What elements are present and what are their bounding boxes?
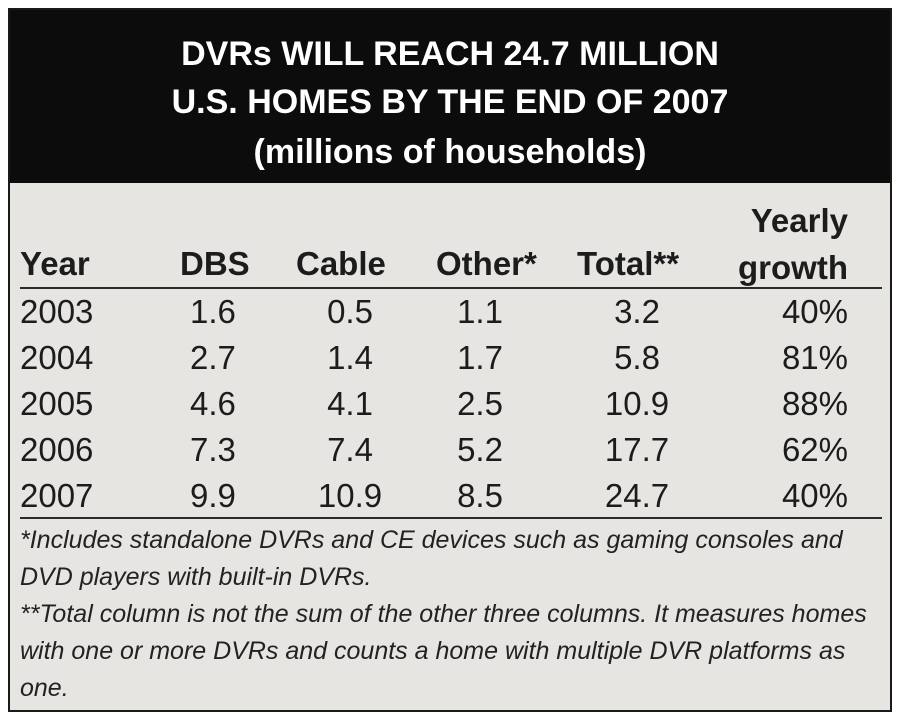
cell-total: 3.2 bbox=[614, 293, 660, 330]
cell-other: 5.2 bbox=[457, 431, 503, 468]
table-row: 2005 4.6 4.1 2.5 10.9 88% bbox=[10, 381, 890, 427]
cell-cable: 1.4 bbox=[327, 339, 373, 376]
cell-dbs: 7.3 bbox=[190, 431, 236, 468]
title-line-1: DVRs WILL REACH 24.7 MILLION bbox=[181, 35, 719, 73]
cell-growth: 62% bbox=[781, 431, 848, 468]
header-dbs: DBS bbox=[180, 245, 250, 282]
footer-divider bbox=[20, 517, 882, 519]
cell-total: 5.8 bbox=[614, 339, 660, 376]
cell-other: 2.5 bbox=[457, 385, 503, 422]
footnote-other: *Includes standalone DVRs and CE devices… bbox=[20, 526, 843, 591]
cell-year: 2005 bbox=[20, 385, 94, 422]
dvr-table-panel: DVRs WILL REACH 24.7 MILLION U.S. HOMES … bbox=[8, 8, 892, 712]
header-other: Other* bbox=[436, 245, 537, 282]
cell-cable: 10.9 bbox=[317, 477, 383, 514]
table-row: 2007 9.9 10.9 8.5 24.7 40% bbox=[10, 473, 890, 519]
header-cable: Cable bbox=[296, 245, 386, 282]
cell-cable: 7.4 bbox=[327, 431, 373, 468]
cell-other: 8.5 bbox=[457, 477, 503, 514]
cell-growth: 40% bbox=[781, 293, 848, 330]
cell-year: 2006 bbox=[20, 431, 94, 468]
title-units: (millions of households) bbox=[253, 133, 647, 171]
cell-year: 2007 bbox=[20, 477, 94, 514]
title-line-2: U.S. HOMES BY THE END OF 2007 bbox=[171, 83, 729, 121]
cell-dbs: 1.6 bbox=[190, 293, 236, 330]
cell-year: 2003 bbox=[20, 293, 94, 330]
cell-total: 10.9 bbox=[604, 385, 670, 422]
table-row: 2004 2.7 1.4 1.7 5.8 81% bbox=[10, 335, 890, 381]
cell-growth: 40% bbox=[781, 477, 848, 514]
header-year: Year bbox=[20, 245, 90, 282]
header-divider bbox=[20, 287, 882, 289]
table-row: 2003 1.6 0.5 1.1 3.2 40% bbox=[10, 289, 890, 335]
header-total: Total** bbox=[577, 245, 680, 282]
cell-year: 2004 bbox=[20, 339, 94, 376]
header-growth-line-2: growth bbox=[738, 249, 848, 286]
cell-cable: 4.1 bbox=[327, 385, 373, 422]
cell-growth: 81% bbox=[781, 339, 848, 376]
cell-total: 17.7 bbox=[604, 431, 670, 468]
header-growth-line-1: Yearly bbox=[750, 202, 848, 239]
table-body: 2003 1.6 0.5 1.1 3.2 40% 2004 2.7 1.4 1.… bbox=[10, 289, 890, 519]
title-banner: DVRs WILL REACH 24.7 MILLION U.S. HOMES … bbox=[10, 10, 890, 183]
cell-total: 24.7 bbox=[604, 477, 670, 514]
footnotes: *Includes standalone DVRs and CE devices… bbox=[20, 522, 880, 707]
cell-cable: 0.5 bbox=[327, 293, 373, 330]
footnote-total: **Total column is not the sum of the oth… bbox=[20, 600, 867, 702]
cell-other: 1.7 bbox=[457, 339, 503, 376]
cell-dbs: 2.7 bbox=[190, 339, 236, 376]
cell-dbs: 4.6 bbox=[190, 385, 236, 422]
header-yearly-growth: Yearly growth bbox=[718, 197, 848, 291]
cell-dbs: 9.9 bbox=[190, 477, 236, 514]
cell-other: 1.1 bbox=[457, 293, 503, 330]
table-row: 2006 7.3 7.4 5.2 17.7 62% bbox=[10, 427, 890, 473]
cell-growth: 88% bbox=[781, 385, 848, 422]
